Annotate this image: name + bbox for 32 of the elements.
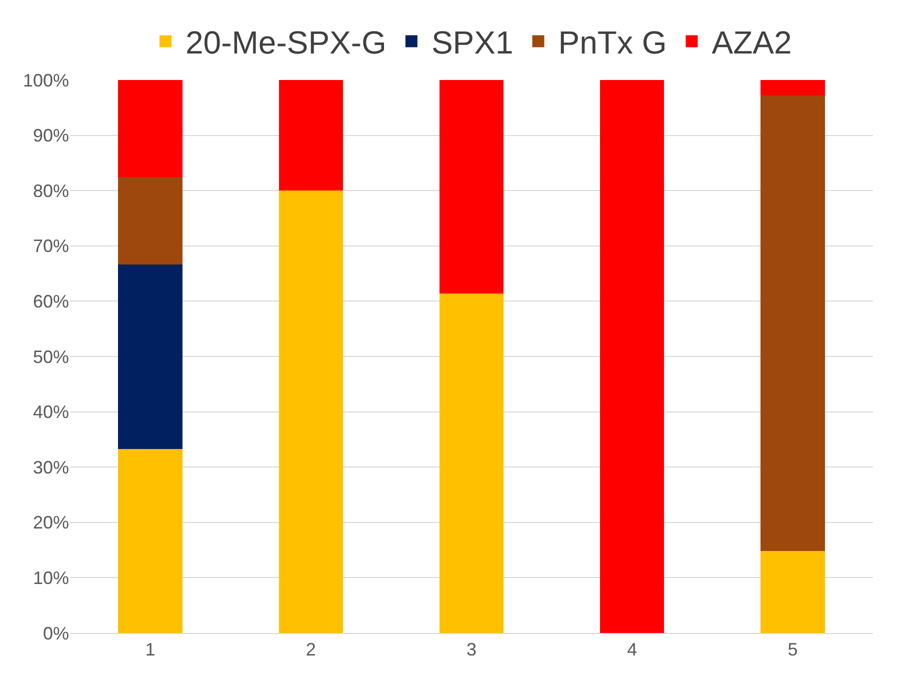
- bar: [278, 80, 344, 191]
- legend-label: SPX1: [431, 24, 514, 61]
- bar: [760, 80, 825, 96]
- y-tick-label: 100%: [22, 70, 69, 90]
- y-tick-label: 90%: [32, 126, 69, 146]
- y-tick-label: 60%: [32, 292, 69, 312]
- bar: [600, 80, 664, 633]
- y-tick-label: 0%: [42, 623, 69, 644]
- x-tick-label: 5: [788, 640, 798, 660]
- bar: [118, 176, 182, 265]
- y-tick-label: 70%: [32, 236, 69, 256]
- y-tick-label: 20%: [32, 512, 69, 533]
- y-tick-label: 30%: [32, 457, 69, 478]
- x-tick-label: 4: [627, 640, 638, 660]
- x-tick-label: 1: [145, 640, 156, 660]
- legend-label: AZA2: [712, 24, 792, 61]
- bar: [439, 80, 504, 294]
- bar: [278, 190, 344, 633]
- bar: [760, 551, 825, 633]
- y-tick-label: 50%: [32, 346, 69, 367]
- y-tick-label: 80%: [32, 180, 69, 201]
- bar: [760, 95, 825, 552]
- y-tick-label: 10%: [32, 568, 69, 588]
- bar: [118, 264, 182, 449]
- bar: [118, 448, 182, 633]
- bar: [439, 293, 504, 633]
- y-tick-label: 40%: [32, 402, 69, 422]
- bar: [118, 80, 182, 177]
- x-tick-label: 3: [466, 640, 477, 660]
- legend-label: PnTx G: [558, 24, 667, 61]
- x-tick-label: 2: [306, 640, 316, 660]
- legend-label: 20-Me-SPX-G: [186, 24, 386, 61]
